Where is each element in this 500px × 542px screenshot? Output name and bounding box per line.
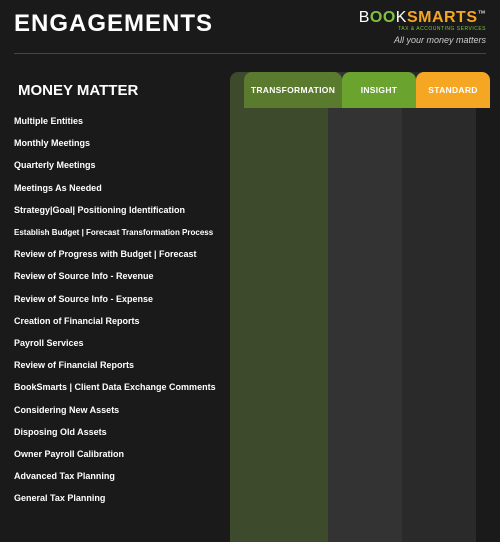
column-header: TRANSFORMATION — [244, 72, 342, 108]
column-headers: MONEY MATTERTRANSFORMATIONINSIGHTSTANDAR… — [14, 72, 490, 108]
logo-subtitle: TAX & ACCOUNTING SERVICES — [359, 27, 486, 32]
row-label: Quarterly Meetings — [14, 160, 244, 170]
row-label: Review of Source Info - Revenue — [14, 271, 244, 281]
logo-tagline: All your money matters — [359, 36, 486, 45]
row-label: Strategy|Goal| Positioning Identificatio… — [14, 205, 244, 215]
column-header: INSIGHT — [342, 72, 416, 108]
row-label: Considering New Assets — [14, 405, 244, 415]
row-label: Payroll Services — [14, 338, 244, 348]
row-label: BookSmarts | Client Data Exchange Commen… — [14, 382, 244, 392]
row-label: General Tax Planning — [14, 493, 244, 503]
row-label: Multiple Entities — [14, 116, 244, 126]
row-header-title: MONEY MATTER — [14, 72, 244, 108]
comparison-matrix: MONEY MATTERTRANSFORMATIONINSIGHTSTANDAR… — [0, 76, 500, 509]
header-divider — [14, 53, 486, 54]
row-label: Review of Progress with Budget | Forecas… — [14, 249, 244, 259]
row-label: Owner Payroll Calibration — [14, 449, 244, 459]
header: ENGAGEMENTS BOOKSMARTS™ TAX & ACCOUNTING… — [0, 0, 500, 51]
column-panel — [402, 72, 476, 542]
page-title: ENGAGEMENTS — [14, 10, 213, 38]
row-label: Disposing Old Assets — [14, 427, 244, 437]
row-label: Establish Budget | Forecast Transformati… — [14, 228, 244, 237]
row-label: Review of Source Info - Expense — [14, 294, 244, 304]
row-label: Advanced Tax Planning — [14, 471, 244, 481]
row-label: Creation of Financial Reports — [14, 316, 244, 326]
row-label: Meetings As Needed — [14, 183, 244, 193]
logo-wordmark: BOOKSMARTS™ — [359, 10, 486, 26]
row-label: Monthly Meetings — [14, 138, 244, 148]
column-panel — [328, 72, 402, 542]
logo: BOOKSMARTS™ TAX & ACCOUNTING SERVICES Al… — [359, 10, 486, 45]
column-header: STANDARD — [416, 72, 490, 108]
row-label: Review of Financial Reports — [14, 360, 244, 370]
column-panel — [230, 72, 328, 542]
